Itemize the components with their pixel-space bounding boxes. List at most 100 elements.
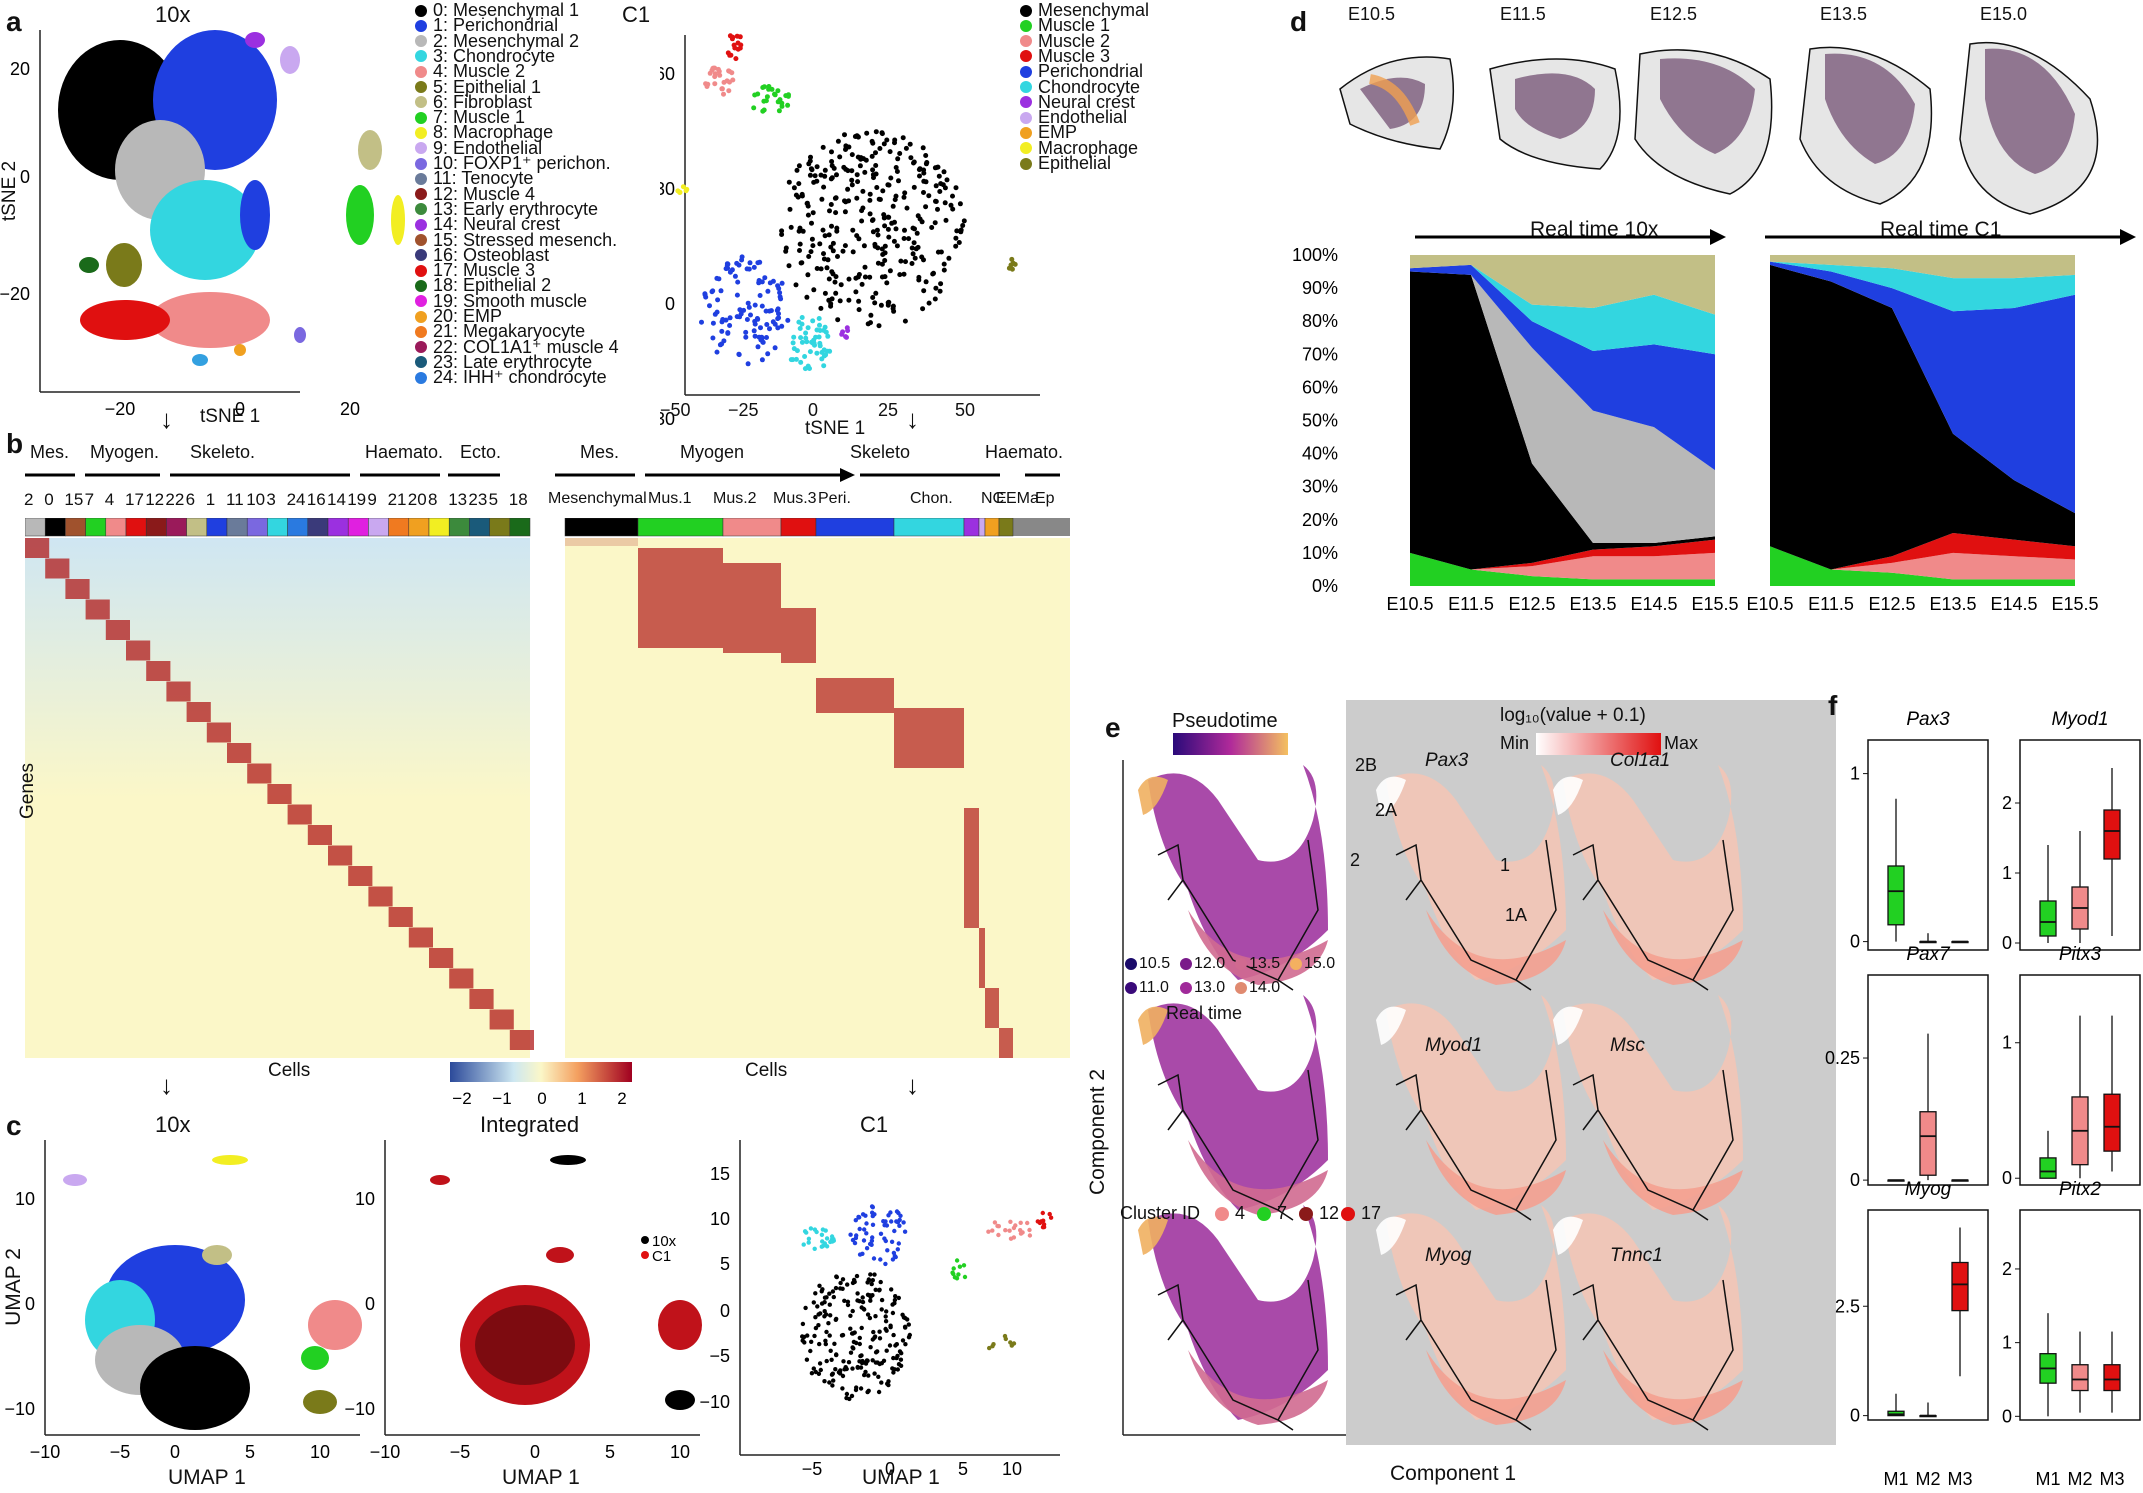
umap-point bbox=[868, 1345, 873, 1350]
tsne-point bbox=[833, 290, 839, 296]
cluster-id-legend: Cluster ID 4 7 12 17 bbox=[1120, 1203, 1390, 1229]
tsne-point bbox=[867, 197, 873, 203]
umap-ytick: 10 bbox=[355, 1189, 375, 1209]
tsne-point bbox=[814, 350, 820, 356]
cluster-strip-cell bbox=[469, 518, 490, 537]
heatmap-block bbox=[126, 640, 151, 661]
umap-point bbox=[866, 1388, 871, 1393]
umap-c1-ytick: −10 bbox=[699, 1392, 730, 1412]
expression-colorbar bbox=[1536, 733, 1661, 755]
umap-point bbox=[855, 1291, 860, 1296]
tsne-10x-xtick-3: 20 bbox=[340, 399, 360, 419]
tsne-point bbox=[785, 102, 791, 108]
umap-point bbox=[889, 1219, 894, 1224]
tsne-point bbox=[752, 92, 758, 98]
tsne-point bbox=[764, 335, 769, 340]
tsne-point bbox=[737, 34, 743, 40]
tsne-point bbox=[862, 264, 868, 270]
boxplot-pitx2: Pitx2 0 1 2 bbox=[2002, 1179, 2141, 1426]
umap-point bbox=[832, 1341, 837, 1346]
umap-point bbox=[1027, 1233, 1033, 1238]
legend-dot-c1 bbox=[641, 1251, 649, 1259]
cluster-strip-cell bbox=[368, 518, 389, 537]
umap-point bbox=[847, 1396, 852, 1402]
umap-point bbox=[813, 1369, 818, 1375]
limb-drawings bbox=[1339, 42, 2099, 215]
tsne-point bbox=[908, 155, 914, 161]
cluster-strip-cell bbox=[25, 518, 46, 537]
tsne-point bbox=[916, 274, 922, 280]
area-series-muscle-3 bbox=[1410, 539, 1715, 570]
umap-point bbox=[819, 1289, 824, 1294]
tsne-point bbox=[805, 363, 811, 369]
tsne-point bbox=[903, 259, 908, 265]
umap-ylabel: UMAP 2 bbox=[1, 1248, 25, 1326]
cluster-legend-item: 12 bbox=[1299, 1203, 1339, 1224]
legend-label: 7: Muscle 1 bbox=[433, 107, 526, 128]
panel-label-d: d bbox=[1290, 6, 1308, 37]
tsne-point bbox=[786, 179, 792, 185]
boxplot-gene-title: Pitx3 bbox=[2059, 944, 2102, 965]
tsne-point bbox=[887, 149, 893, 155]
tsne-point bbox=[808, 154, 813, 160]
tsne-point bbox=[950, 193, 955, 199]
tsne-point bbox=[725, 330, 731, 336]
umap-point bbox=[1025, 1220, 1030, 1226]
heatmap-block bbox=[105, 620, 130, 640]
tsne-point bbox=[854, 133, 860, 139]
boxplot-gene-title: Pax7 bbox=[1906, 944, 1951, 965]
down-arrow: ↓ bbox=[906, 404, 919, 434]
tsne-point bbox=[727, 269, 733, 275]
umap-point bbox=[839, 1333, 845, 1338]
umap-point bbox=[809, 1339, 814, 1344]
heatmap-block bbox=[166, 681, 191, 702]
umap-point bbox=[895, 1353, 900, 1359]
heatmap-colorbar: −2 −1 0 1 2 bbox=[450, 1062, 632, 1108]
down-arrow: ↓ bbox=[160, 1070, 173, 1100]
tsne-point bbox=[850, 249, 856, 255]
umap-xtick: −5 bbox=[450, 1442, 471, 1462]
umap-point bbox=[1027, 1227, 1032, 1233]
umap-point bbox=[813, 1325, 819, 1331]
tsne-point bbox=[894, 243, 900, 249]
tsne-point bbox=[919, 219, 925, 225]
legend-label: 12: Muscle 4 bbox=[433, 183, 536, 204]
area-xtick: E13.5 bbox=[1569, 594, 1616, 614]
legend-swatch bbox=[1020, 19, 1032, 32]
umap-point bbox=[830, 1289, 836, 1294]
legend-item: 17: Muscle 3 bbox=[415, 260, 535, 281]
legend-swatch bbox=[415, 35, 427, 48]
realtime-legend: 10.5 12.0 13.5 15.0 11.0 13.0 14.0 bbox=[1125, 955, 1355, 1015]
legend-item: 7: Muscle 1 bbox=[415, 107, 525, 128]
panel-a-left-title: 10x bbox=[155, 2, 191, 27]
group-label: Myogen. bbox=[90, 442, 160, 462]
panel-label-f: f bbox=[1828, 690, 1838, 721]
legend-10x: 0: Mesenchymal 1 1: Perichondrial 2: Mesen… bbox=[415, 0, 675, 500]
tsne-10x-ytick-3: −20 bbox=[0, 284, 30, 304]
tsne-point bbox=[796, 181, 802, 187]
tsne-point bbox=[845, 168, 851, 174]
umap-point bbox=[878, 1257, 883, 1262]
tsne-point bbox=[747, 260, 753, 266]
umap-point bbox=[1008, 1219, 1013, 1224]
tsne-c1-xtick: 0 bbox=[808, 400, 819, 420]
stage-label: E13.5 bbox=[1820, 4, 1868, 24]
heatmap-block bbox=[979, 928, 985, 988]
cluster-value: 4 bbox=[1235, 1203, 1246, 1223]
legend-label: 10: FOXP1⁺ perichon. bbox=[433, 153, 611, 173]
legend-item: 21: Megakaryocyte bbox=[415, 321, 585, 342]
tsne-point bbox=[786, 263, 792, 269]
area-series-perichondrial bbox=[1770, 261, 2075, 514]
umap-xtick: −10 bbox=[370, 1442, 401, 1462]
tsne-point bbox=[893, 226, 899, 232]
area-series-mesenchymal bbox=[1770, 264, 2075, 570]
umap-point bbox=[855, 1364, 860, 1370]
tsne-point bbox=[715, 66, 721, 72]
legend-item: Muscle 1 bbox=[1020, 15, 1110, 36]
umap-point bbox=[808, 1348, 813, 1354]
tsne-point bbox=[880, 252, 886, 257]
tsne-point bbox=[745, 361, 751, 367]
tsne-point bbox=[849, 182, 855, 188]
cluster-strip-cell bbox=[246, 518, 268, 537]
umap-point bbox=[817, 1283, 822, 1288]
